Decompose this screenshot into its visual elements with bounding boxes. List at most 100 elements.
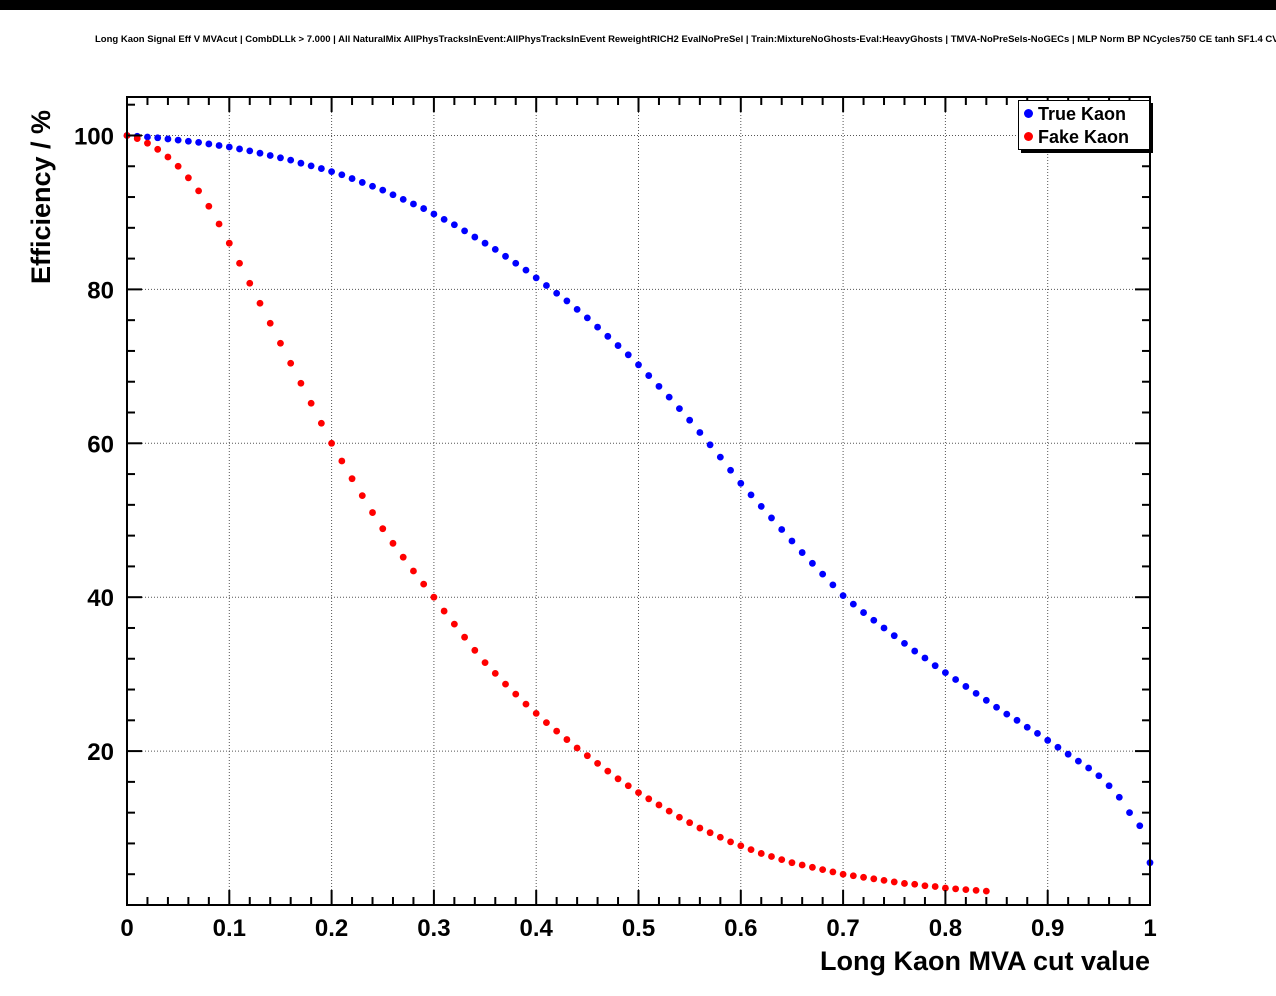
data-point <box>1064 750 1072 758</box>
data-point <box>246 279 254 287</box>
data-point <box>410 567 417 575</box>
data-point <box>962 886 970 894</box>
data-point <box>256 149 264 157</box>
data-point <box>778 526 786 533</box>
data-point <box>573 305 581 313</box>
data-point <box>829 868 837 876</box>
data-point <box>635 789 642 797</box>
data-point <box>819 570 827 578</box>
data-point <box>931 662 939 670</box>
data-point <box>287 359 295 367</box>
data-point <box>645 795 653 803</box>
data-point <box>358 179 366 186</box>
legend-entry-fake-kaon: Fake Kaon <box>1019 125 1149 148</box>
data-point <box>307 162 315 170</box>
data-point <box>522 266 530 274</box>
data-point <box>195 139 203 146</box>
data-point <box>461 633 468 641</box>
data-point <box>481 239 489 247</box>
data-point <box>972 689 980 697</box>
data-point <box>870 616 878 624</box>
data-point <box>410 200 417 208</box>
y-tick-label: 100 <box>74 123 114 150</box>
data-point <box>144 133 151 141</box>
legend-label-true-kaon: True Kaon <box>1038 103 1127 124</box>
data-point <box>614 775 622 783</box>
data-point <box>942 884 949 892</box>
data-point <box>236 145 243 153</box>
data-point <box>768 514 775 522</box>
data-point <box>1003 710 1011 718</box>
data-point <box>225 239 233 247</box>
data-point <box>133 135 141 142</box>
data-point <box>737 479 745 487</box>
data-point <box>399 195 407 203</box>
data-point <box>215 220 223 228</box>
data-point <box>798 861 806 869</box>
data-point <box>696 824 704 832</box>
data-point <box>594 760 601 767</box>
data-point <box>1095 772 1103 780</box>
data-point <box>583 752 591 760</box>
data-point <box>389 539 397 547</box>
data-point <box>532 709 540 717</box>
data-point <box>676 813 683 821</box>
data-point <box>317 165 325 172</box>
data-point <box>389 191 397 199</box>
data-point <box>747 491 755 499</box>
data-point <box>1085 764 1093 772</box>
data-point <box>471 646 479 654</box>
data-point <box>798 549 806 556</box>
data-point <box>686 819 694 827</box>
data-point <box>225 143 233 151</box>
data-point <box>205 140 213 148</box>
data-point <box>860 873 867 881</box>
data-point <box>583 314 591 322</box>
data-point <box>982 887 990 895</box>
data-point <box>901 880 908 887</box>
data-point <box>144 139 151 147</box>
data-point <box>952 676 960 683</box>
data-point <box>369 182 376 190</box>
data-point <box>952 885 960 893</box>
data-point <box>1023 723 1031 731</box>
data-point <box>757 502 765 510</box>
data-point <box>563 736 571 743</box>
data-point <box>450 620 458 628</box>
data-point <box>1013 716 1021 724</box>
data-point <box>696 429 704 436</box>
y-axis-label: Efficiency / % <box>26 109 56 284</box>
data-point <box>604 767 612 775</box>
data-point <box>430 593 438 601</box>
data-point <box>205 202 213 210</box>
data-point <box>522 700 530 708</box>
data-point <box>614 342 622 349</box>
data-point <box>338 457 346 465</box>
plot-title: Long Kaon Signal Eff V MVAcut | CombDLLk… <box>95 34 1276 45</box>
data-point <box>901 639 908 647</box>
data-point <box>184 174 192 182</box>
data-point <box>1044 736 1052 744</box>
data-point <box>1126 809 1133 817</box>
legend: True Kaon Fake Kaon <box>1018 100 1150 150</box>
data-point <box>277 339 284 347</box>
series-true-kaon <box>123 132 1154 867</box>
data-point <box>553 727 561 735</box>
data-point <box>440 215 448 223</box>
data-point <box>440 607 448 615</box>
x-tick-label: 0.9 <box>1031 915 1064 942</box>
y-tick-label: 20 <box>87 739 114 766</box>
data-point <box>757 850 765 857</box>
x-tick-label: 0.1 <box>213 915 246 942</box>
x-tick-label: 1 <box>1143 915 1156 942</box>
data-point <box>215 142 223 149</box>
data-point <box>706 829 714 837</box>
data-point <box>491 669 499 677</box>
data-point <box>348 475 356 483</box>
data-point <box>154 134 162 142</box>
data-point <box>788 537 796 545</box>
data-point <box>266 152 274 159</box>
data-point <box>635 361 642 369</box>
data-point <box>604 332 612 340</box>
